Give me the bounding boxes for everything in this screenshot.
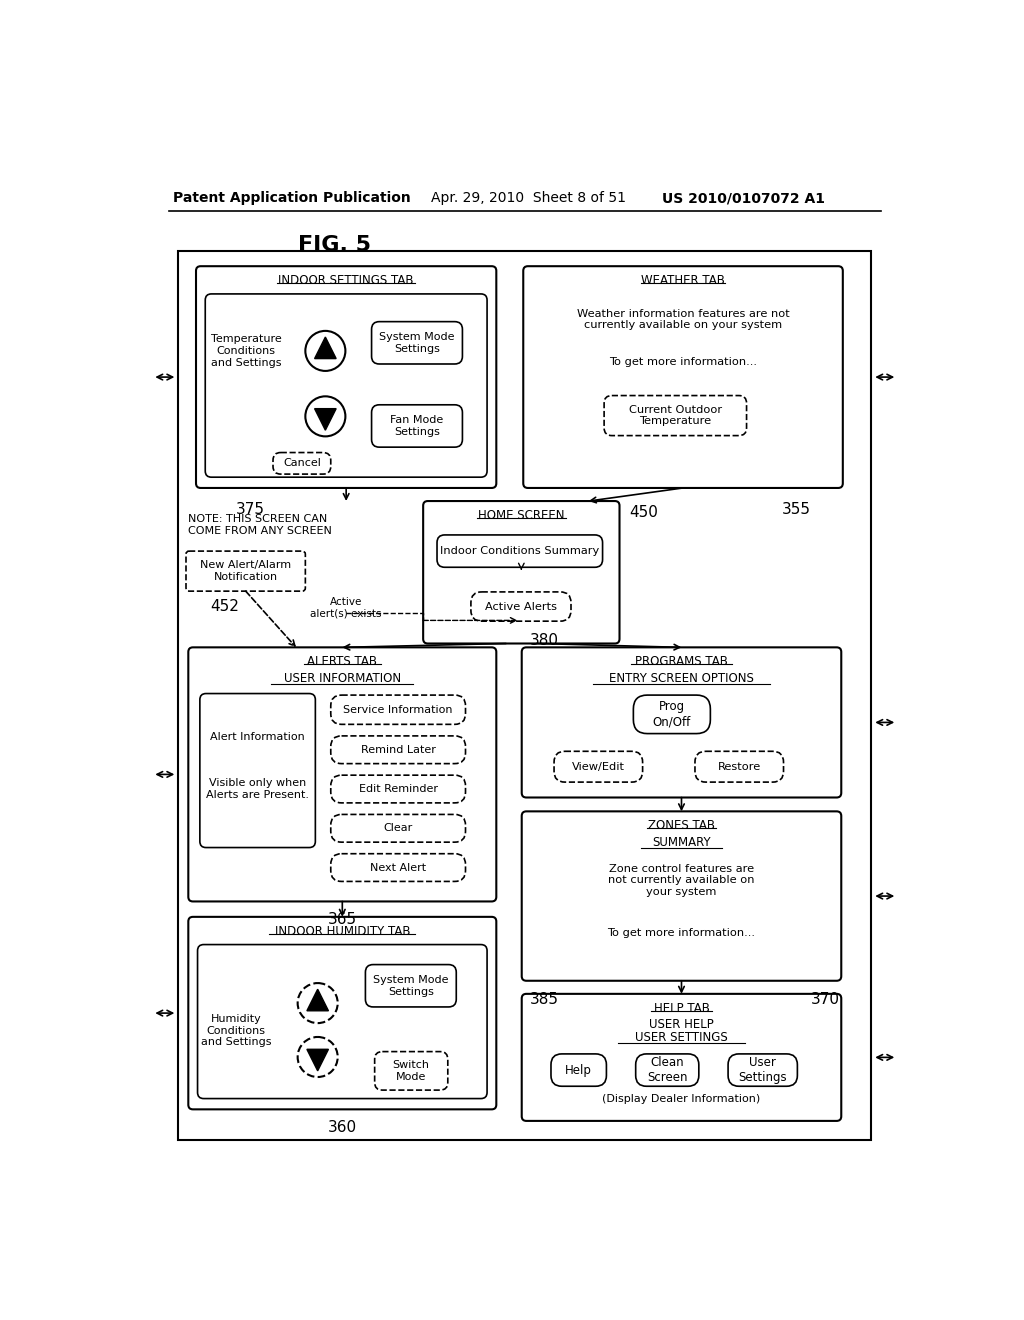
FancyBboxPatch shape: [604, 396, 746, 436]
FancyBboxPatch shape: [728, 1053, 798, 1086]
Text: HOME SCREEN: HOME SCREEN: [478, 508, 564, 521]
Text: New Alert/Alarm
Notification: New Alert/Alarm Notification: [200, 560, 291, 582]
Text: 375: 375: [236, 502, 264, 517]
Text: Indoor Conditions Summary: Indoor Conditions Summary: [440, 546, 599, 556]
Text: FIG. 5: FIG. 5: [298, 235, 371, 255]
Text: System Mode
Settings: System Mode Settings: [373, 975, 449, 997]
Text: Switch
Mode: Switch Mode: [393, 1060, 430, 1081]
Text: Weather information features are not
currently available on your system: Weather information features are not cur…: [577, 309, 790, 330]
FancyBboxPatch shape: [331, 775, 466, 803]
Text: USER INFORMATION: USER INFORMATION: [284, 672, 400, 685]
FancyBboxPatch shape: [188, 917, 497, 1109]
Bar: [178, 251, 871, 1140]
Text: Active
alert(s) exists: Active alert(s) exists: [310, 597, 382, 619]
FancyBboxPatch shape: [198, 945, 487, 1098]
Polygon shape: [307, 989, 329, 1011]
Text: System Mode
Settings: System Mode Settings: [379, 333, 455, 354]
Text: Clean
Screen: Clean Screen: [647, 1056, 687, 1084]
FancyBboxPatch shape: [554, 751, 643, 781]
Text: Edit Reminder: Edit Reminder: [358, 784, 437, 795]
Text: NOTE: THIS SCREEN CAN
COME FROM ANY SCREEN: NOTE: THIS SCREEN CAN COME FROM ANY SCRE…: [188, 515, 332, 536]
Text: Help: Help: [565, 1064, 592, 1077]
FancyBboxPatch shape: [372, 405, 463, 447]
FancyBboxPatch shape: [471, 591, 571, 622]
Text: Visible only when
Alerts are Present.: Visible only when Alerts are Present.: [206, 779, 309, 800]
FancyBboxPatch shape: [423, 502, 620, 644]
Text: Cancel: Cancel: [283, 458, 321, 469]
Text: To get more information...: To get more information...: [609, 358, 757, 367]
Text: ZONES TAB: ZONES TAB: [648, 818, 715, 832]
Text: INDOOR SETTINGS TAB: INDOOR SETTINGS TAB: [279, 275, 414, 286]
Text: Apr. 29, 2010  Sheet 8 of 51: Apr. 29, 2010 Sheet 8 of 51: [431, 191, 626, 206]
Text: Clear: Clear: [384, 824, 413, 833]
Text: INDOOR HUMIDITY TAB: INDOOR HUMIDITY TAB: [274, 924, 410, 937]
Text: ENTRY SCREEN OPTIONS: ENTRY SCREEN OPTIONS: [609, 672, 754, 685]
Text: PROGRAMS TAB: PROGRAMS TAB: [635, 655, 728, 668]
Polygon shape: [307, 1049, 329, 1071]
Polygon shape: [314, 337, 336, 359]
Polygon shape: [314, 409, 336, 430]
Text: 385: 385: [529, 991, 558, 1007]
Text: Prog
On/Off: Prog On/Off: [652, 701, 691, 729]
Text: Restore: Restore: [718, 762, 761, 772]
FancyBboxPatch shape: [551, 1053, 606, 1086]
FancyBboxPatch shape: [196, 267, 497, 488]
FancyBboxPatch shape: [331, 737, 466, 763]
Text: Alert Information: Alert Information: [210, 733, 305, 742]
Text: 365: 365: [328, 912, 357, 927]
FancyBboxPatch shape: [331, 696, 466, 725]
FancyBboxPatch shape: [523, 267, 843, 488]
FancyBboxPatch shape: [521, 812, 842, 981]
Text: Temperature
Conditions
and Settings: Temperature Conditions and Settings: [211, 334, 282, 367]
Text: Humidity
Conditions
and Settings: Humidity Conditions and Settings: [201, 1014, 271, 1047]
FancyBboxPatch shape: [331, 854, 466, 882]
Text: Patent Application Publication: Patent Application Publication: [173, 191, 411, 206]
Text: 370: 370: [810, 991, 840, 1007]
Text: Remind Later: Remind Later: [360, 744, 435, 755]
Text: Service Information: Service Information: [343, 705, 453, 714]
Text: Zone control features are
not currently available on
your system: Zone control features are not currently …: [608, 863, 755, 896]
FancyBboxPatch shape: [331, 814, 466, 842]
FancyBboxPatch shape: [521, 994, 842, 1121]
Text: 355: 355: [782, 502, 811, 517]
FancyBboxPatch shape: [205, 294, 487, 478]
Text: Current Outdoor
Temperature: Current Outdoor Temperature: [629, 405, 722, 426]
Text: 452: 452: [210, 599, 239, 614]
Text: Fan Mode
Settings: Fan Mode Settings: [390, 416, 443, 437]
Text: ALERTS TAB: ALERTS TAB: [307, 655, 377, 668]
Text: 450: 450: [629, 506, 657, 520]
FancyBboxPatch shape: [521, 647, 842, 797]
FancyBboxPatch shape: [375, 1052, 447, 1090]
FancyBboxPatch shape: [188, 647, 497, 902]
Text: Active Alerts: Active Alerts: [485, 602, 557, 611]
Text: USER HELP: USER HELP: [649, 1019, 714, 1031]
Text: 360: 360: [328, 1121, 357, 1135]
Text: Next Alert: Next Alert: [370, 862, 426, 873]
FancyBboxPatch shape: [200, 693, 315, 847]
Text: USER SETTINGS: USER SETTINGS: [635, 1031, 728, 1044]
Text: SUMMARY: SUMMARY: [652, 836, 711, 849]
Text: (Display Dealer Information): (Display Dealer Information): [602, 1094, 761, 1104]
FancyBboxPatch shape: [695, 751, 783, 781]
Text: 380: 380: [529, 634, 558, 648]
FancyBboxPatch shape: [273, 453, 331, 474]
FancyBboxPatch shape: [186, 552, 305, 591]
FancyBboxPatch shape: [636, 1053, 698, 1086]
Text: View/Edit: View/Edit: [571, 762, 625, 772]
FancyBboxPatch shape: [372, 322, 463, 364]
FancyBboxPatch shape: [366, 965, 457, 1007]
Text: HELP TAB: HELP TAB: [653, 1002, 710, 1015]
Text: US 2010/0107072 A1: US 2010/0107072 A1: [662, 191, 825, 206]
FancyBboxPatch shape: [437, 535, 602, 568]
Text: User
Settings: User Settings: [738, 1056, 787, 1084]
Text: WEATHER TAB: WEATHER TAB: [641, 275, 725, 286]
FancyBboxPatch shape: [634, 696, 711, 734]
Text: To get more information...: To get more information...: [607, 928, 756, 939]
